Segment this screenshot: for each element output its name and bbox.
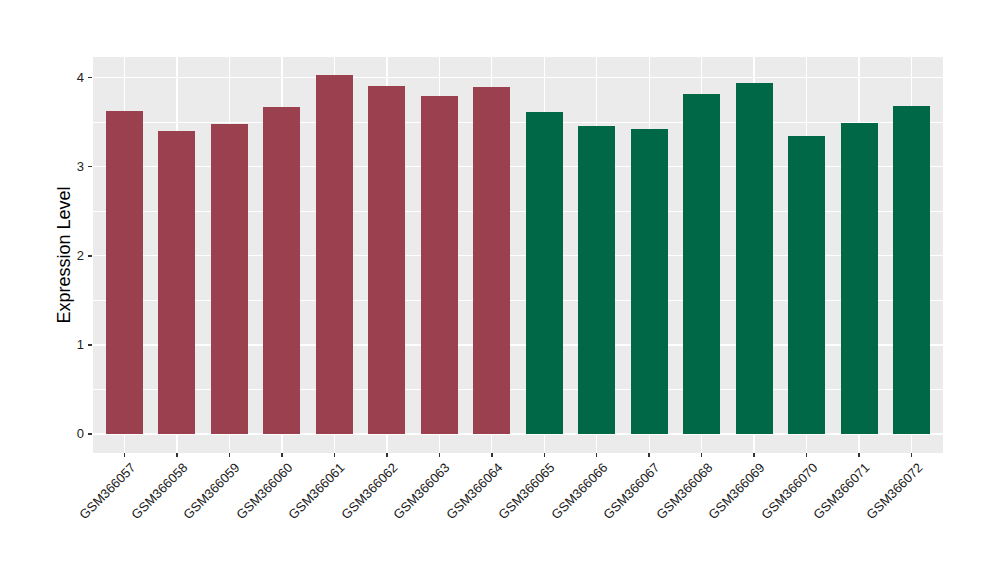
x-tick-mark bbox=[491, 453, 493, 457]
x-tick-mark bbox=[281, 453, 283, 457]
x-tick-mark bbox=[911, 453, 913, 457]
x-tick-mark bbox=[439, 453, 441, 457]
x-tick-mark bbox=[176, 453, 178, 457]
y-tick-label: 3 bbox=[40, 159, 84, 175]
bar-GSM366058 bbox=[158, 131, 195, 434]
x-tick-mark bbox=[386, 453, 388, 457]
x-tick-mark bbox=[596, 453, 598, 457]
x-tick-mark bbox=[124, 453, 126, 457]
y-tick-label: 2 bbox=[40, 248, 84, 264]
bar-GSM366069 bbox=[736, 83, 773, 434]
bar-GSM366067 bbox=[631, 129, 668, 434]
bar-GSM366059 bbox=[211, 124, 248, 434]
bar-GSM366071 bbox=[841, 123, 878, 434]
y-tick-label: 0 bbox=[40, 426, 84, 442]
bar-GSM366063 bbox=[421, 96, 458, 434]
gridline-major bbox=[93, 77, 943, 78]
y-tick-mark bbox=[88, 344, 92, 346]
bar-GSM366060 bbox=[263, 107, 300, 434]
y-tick-label: 1 bbox=[40, 337, 84, 353]
x-tick-mark bbox=[544, 453, 546, 457]
x-tick-mark bbox=[701, 453, 703, 457]
y-tick-mark bbox=[88, 166, 92, 168]
x-tick-mark bbox=[229, 453, 231, 457]
bar-GSM366070 bbox=[788, 136, 825, 434]
bar-GSM366072 bbox=[893, 106, 930, 434]
y-tick-mark bbox=[88, 255, 92, 257]
x-tick-mark bbox=[858, 453, 860, 457]
x-tick-mark bbox=[648, 453, 650, 457]
x-tick-mark bbox=[806, 453, 808, 457]
y-tick-mark bbox=[88, 433, 92, 435]
bar-GSM366068 bbox=[683, 94, 720, 434]
y-tick-mark bbox=[88, 77, 92, 79]
y-tick-label: 4 bbox=[40, 70, 84, 86]
bar-GSM366057 bbox=[106, 111, 143, 434]
x-tick-mark bbox=[334, 453, 336, 457]
bar-GSM366065 bbox=[526, 112, 563, 434]
bar-GSM366064 bbox=[473, 87, 510, 434]
bar-GSM366066 bbox=[578, 126, 615, 434]
x-tick-mark bbox=[753, 453, 755, 457]
gridline-minor bbox=[93, 122, 943, 123]
bar-GSM366062 bbox=[368, 86, 405, 434]
plot-panel bbox=[93, 57, 943, 453]
bar-GSM366061 bbox=[316, 75, 353, 434]
expression-bar-chart: Expression Level 01234GSM366057GSM366058… bbox=[0, 0, 1000, 580]
